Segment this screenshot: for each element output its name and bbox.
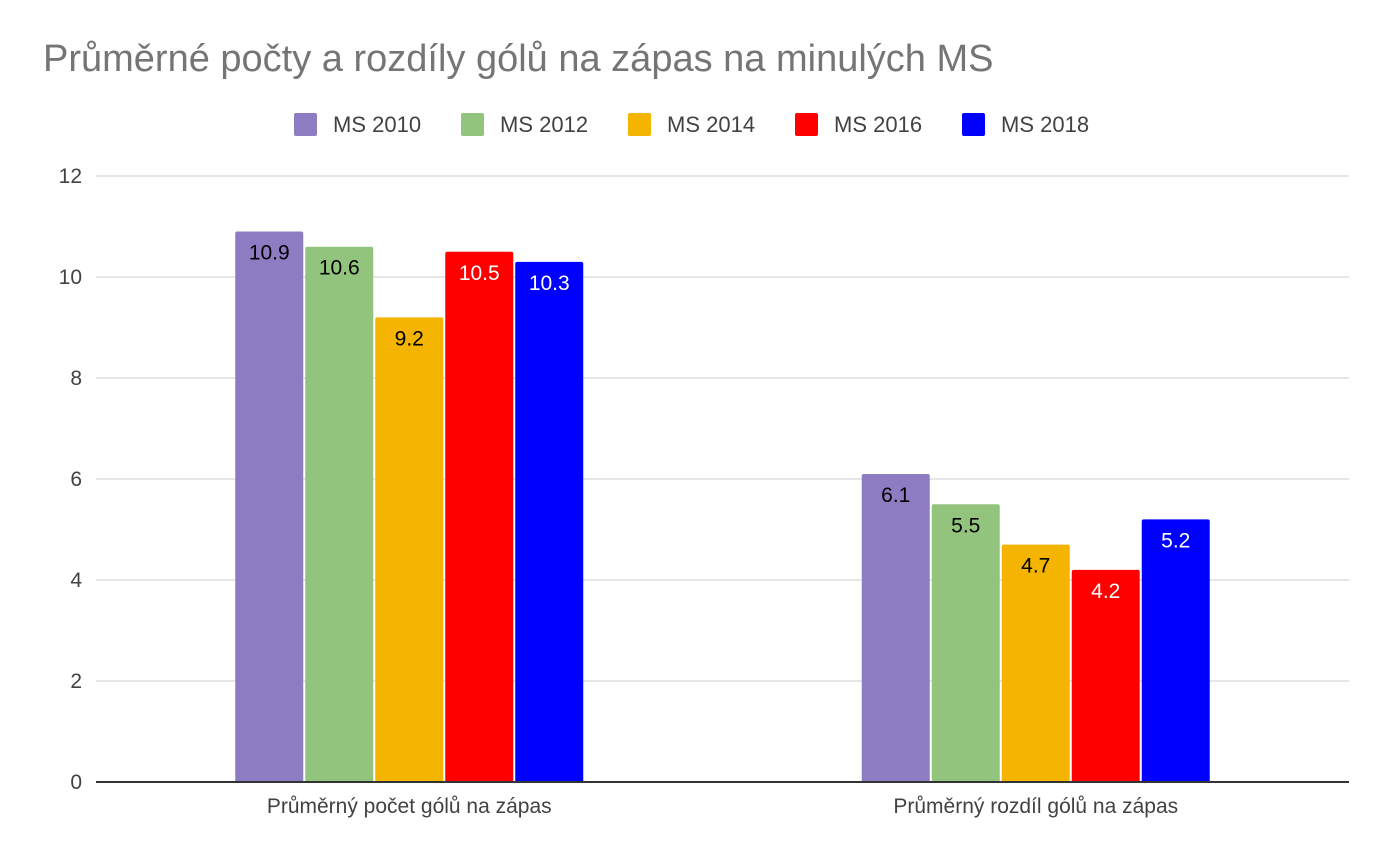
- bars: [235, 231, 1210, 783]
- data-label: 9.2: [395, 327, 424, 350]
- data-label: 10.9: [249, 242, 290, 265]
- data-label: 6.1: [881, 484, 910, 507]
- bar: [1001, 544, 1070, 782]
- data-labels: 10.9 10.6 9.2 10.5 10.3 6.1 5.5 4.7 4.2 5.2: [249, 242, 1191, 603]
- legend-swatch: [795, 113, 818, 136]
- y-axis: 0 2 4 6 8 10 12: [59, 165, 83, 794]
- chart-title: Průměrné počty a rozdíly gólů na zápas n…: [43, 38, 994, 80]
- data-label: 5.5: [951, 514, 980, 537]
- y-tick-label: 6: [70, 468, 82, 491]
- legend-swatch: [294, 113, 317, 136]
- legend-swatch: [962, 113, 985, 136]
- legend-swatch: [628, 113, 651, 136]
- y-tick-label: 12: [59, 165, 82, 188]
- bar: [375, 317, 444, 782]
- data-label: 10.5: [459, 262, 500, 285]
- y-tick-label: 8: [70, 367, 82, 390]
- bar: [931, 504, 1000, 782]
- y-tick-label: 4: [70, 569, 82, 592]
- x-tick-label: Průměrný počet gólů na zápas: [267, 795, 552, 818]
- bar: [235, 231, 304, 783]
- legend-label: MS 2012: [500, 112, 588, 137]
- bar: [445, 251, 514, 782]
- legend-label: MS 2010: [333, 112, 421, 137]
- legend-label: MS 2016: [834, 112, 922, 137]
- legend-label: MS 2018: [1001, 112, 1089, 137]
- bar: [861, 473, 930, 782]
- x-axis: Průměrný počet gólů na zápas Průměrný roz…: [96, 781, 1349, 818]
- y-tick-label: 10: [59, 266, 82, 289]
- data-label: 10.3: [529, 272, 570, 295]
- bar: [1071, 569, 1140, 782]
- legend: MS 2010 MS 2012 MS 2014 MS 2016 MS 2018: [294, 112, 1089, 137]
- y-tick-label: 0: [70, 771, 82, 794]
- bar: [305, 246, 374, 782]
- gridlines: [96, 175, 1349, 682]
- data-label: 10.6: [319, 257, 360, 280]
- data-label: 5.2: [1161, 529, 1190, 552]
- data-label: 4.7: [1021, 555, 1050, 578]
- bar: [1141, 519, 1210, 782]
- x-tick-label: Průměrný rozdíl gólů na zápas: [893, 795, 1178, 818]
- bar: [515, 261, 584, 783]
- legend-swatch: [461, 113, 484, 136]
- legend-label: MS 2014: [667, 112, 755, 137]
- data-label: 4.2: [1091, 580, 1120, 603]
- y-tick-label: 2: [70, 670, 82, 693]
